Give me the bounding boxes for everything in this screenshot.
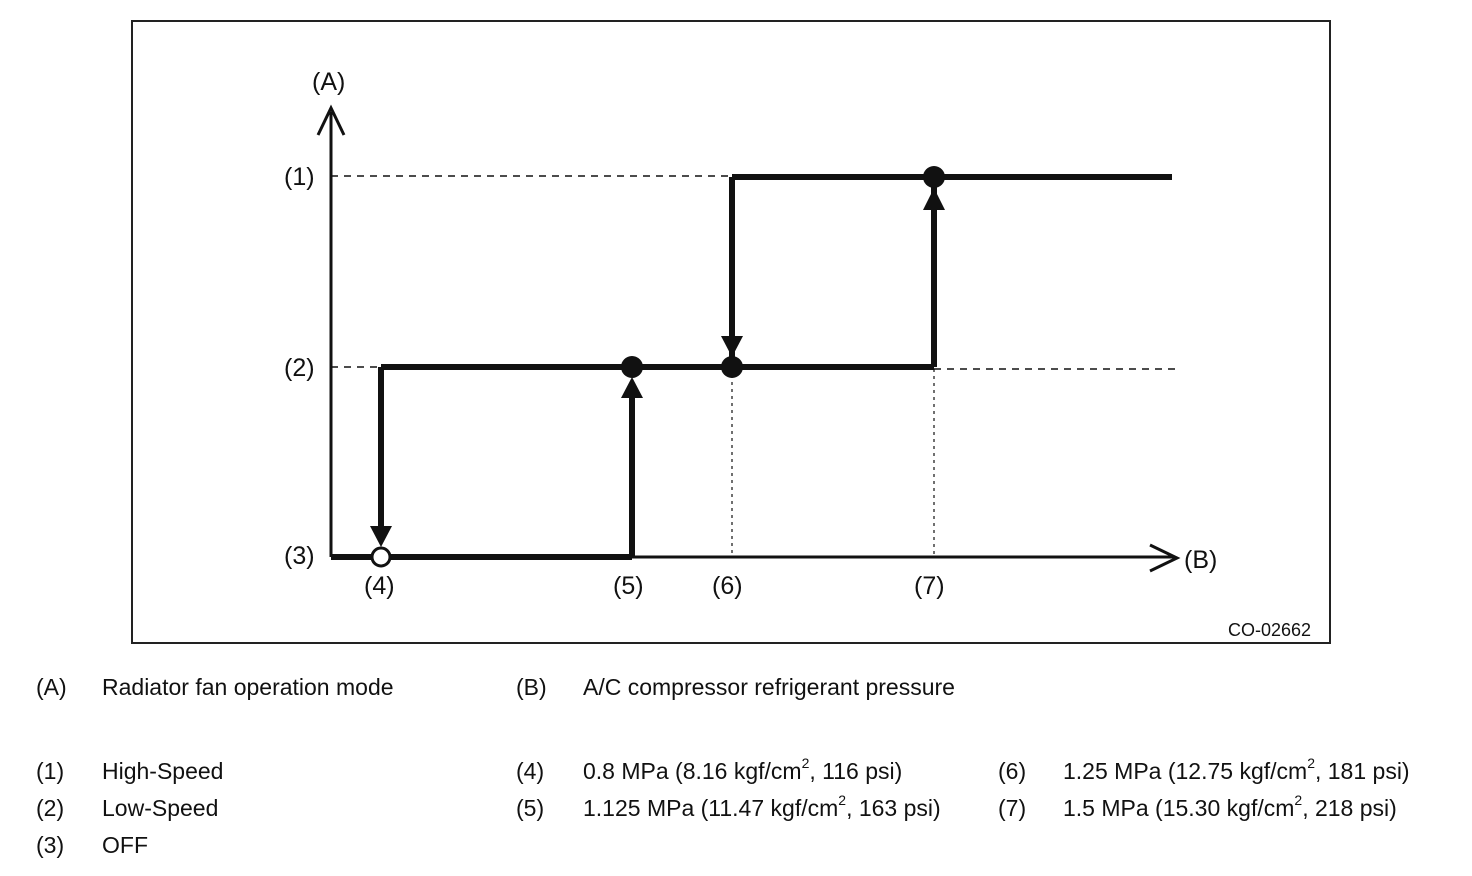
legend-b-key: (B) — [516, 674, 547, 700]
point-label-5: (5) — [613, 572, 644, 600]
legend-3-text: OFF — [102, 832, 148, 858]
level-label-off: (3) — [284, 542, 315, 570]
node-5 — [621, 356, 643, 378]
legend-a-key: (A) — [36, 674, 67, 700]
x-axis-label: (B) — [1184, 546, 1217, 574]
figure-code: CO-02662 — [1228, 620, 1311, 640]
legend-2-key: (2) — [36, 795, 65, 821]
point-label-4: (4) — [364, 572, 395, 600]
arrowhead-down-6 — [721, 336, 743, 357]
legend-6-key: (6) — [998, 758, 1027, 784]
legend-6-text: 1.25 MPa (12.75 kgf/cm2, 181 psi) — [1063, 755, 1410, 784]
level-label-high: (1) — [284, 163, 315, 191]
point-label-7: (7) — [914, 572, 945, 600]
legend-5-text: 1.125 MPa (11.47 kgf/cm2, 163 psi) — [583, 792, 941, 821]
legend-7-text: 1.5 MPa (15.30 kgf/cm2, 218 psi) — [1063, 792, 1397, 821]
arrowhead-up-7 — [923, 188, 945, 210]
arrowhead-up-5 — [621, 377, 643, 398]
level-label-low: (2) — [284, 354, 315, 382]
legend-a-text: Radiator fan operation mode — [102, 674, 394, 700]
legend-2-text: Low-Speed — [102, 795, 219, 821]
y-axis-label: (A) — [312, 68, 345, 96]
node-7 — [923, 166, 945, 188]
y-axis-arrowhead — [316, 104, 346, 136]
legend-b-text: A/C compressor refrigerant pressure — [583, 674, 955, 700]
legend-1-text: High-Speed — [102, 758, 224, 784]
legend-5-key: (5) — [516, 795, 545, 821]
figure-frame — [131, 20, 1331, 644]
legend-3-key: (3) — [36, 832, 65, 858]
legend-1-key: (1) — [36, 758, 65, 784]
arrowhead-down-4 — [370, 526, 392, 547]
node-6 — [721, 356, 743, 378]
point-label-6: (6) — [712, 572, 743, 600]
node-4-open — [370, 546, 392, 568]
legend-7-key: (7) — [998, 795, 1027, 821]
x-axis-arrowhead — [1149, 543, 1181, 573]
legend-4-text: 0.8 MPa (8.16 kgf/cm2, 116 psi) — [583, 755, 903, 784]
legend-4-key: (4) — [516, 758, 545, 784]
